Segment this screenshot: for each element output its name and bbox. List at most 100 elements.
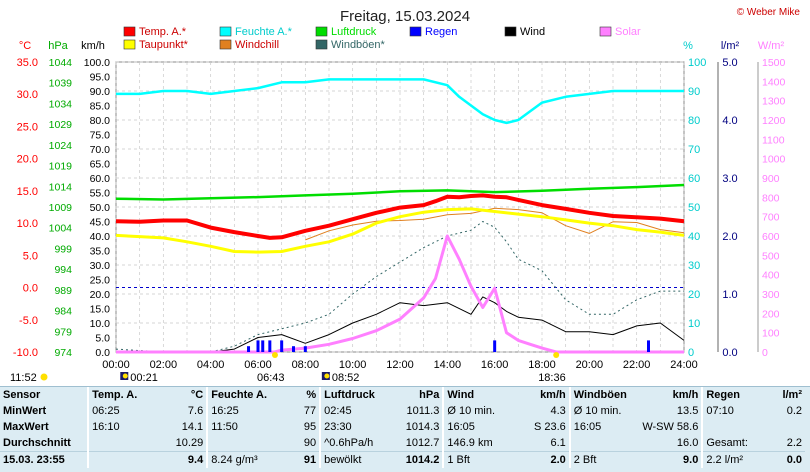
tick-label-solar: 600 — [762, 231, 780, 243]
tick-label-wind: 90.0 — [90, 86, 111, 98]
cell-label: MaxWert — [3, 421, 49, 433]
cell: 1014.2 — [389, 451, 444, 468]
time-label: 11:52 — [10, 372, 37, 384]
cell: 95 — [303, 421, 317, 433]
cell: 77 — [303, 405, 317, 417]
cell: 13.5 — [676, 405, 699, 417]
cell — [568, 435, 636, 452]
cell: 9.4 — [153, 451, 208, 468]
tick-label-pressure: 1009 — [49, 202, 73, 214]
tick-label-rain: 3.0 — [722, 173, 737, 185]
sunset-label: 18:36 — [538, 372, 566, 384]
cell-label: 15.03. 23:55 — [0, 451, 89, 468]
cell: W-SW 58.6 — [642, 421, 699, 433]
tick-label-time: 12:00 — [386, 359, 414, 371]
cell: 16:10 — [87, 419, 154, 435]
tick-label-temp: -10.0 — [13, 347, 38, 359]
tick-label-temp: 35.0 — [17, 57, 38, 69]
cell: bewölkt — [319, 451, 390, 468]
tick-label-time: 20:00 — [576, 359, 604, 371]
tick-label-humidity: 100 — [688, 57, 706, 69]
tick-label-pressure: 994 — [54, 264, 72, 276]
tick-label-wind: 95.0 — [90, 72, 111, 84]
legend-label: Feuchte A.* — [235, 26, 293, 38]
tick-label-temp: 20.0 — [17, 154, 38, 166]
legend-label: Temp. A.* — [139, 26, 187, 38]
series-temp-a — [115, 193, 685, 240]
legend-label: Windchill — [235, 39, 279, 51]
cell: 1011.3 — [406, 405, 440, 417]
tick-label-pressure: 1029 — [49, 119, 73, 131]
cell: 90 — [303, 437, 317, 449]
tick-label-solar: 1500 — [762, 57, 786, 69]
tick-label-solar: 800 — [762, 192, 780, 204]
unit-pressure: hPa — [48, 40, 68, 52]
col-temp: Temp. A. — [87, 387, 154, 403]
rain-bar — [647, 340, 650, 352]
tick-label-pressure: 1019 — [49, 161, 73, 173]
tick-label-time: 02:00 — [150, 359, 178, 371]
tick-label-wind: 35.0 — [90, 246, 111, 258]
cell: 07:10 — [701, 403, 768, 419]
tick-label-pressure: 1004 — [49, 223, 73, 235]
tick-label-solar: 500 — [762, 250, 780, 262]
tick-label-humidity: 50 — [688, 202, 700, 214]
legend-label: Regen — [425, 26, 457, 38]
rain-bar — [247, 346, 251, 352]
cell: ^0.6hPa/h — [319, 435, 390, 452]
tick-label-solar: 1400 — [762, 76, 786, 88]
tick-label-wind: 10.0 — [90, 318, 111, 330]
tick-label-solar: 700 — [762, 212, 780, 224]
sun-icon — [40, 373, 48, 381]
tick-label-humidity: 30 — [688, 260, 700, 272]
legend-label: Luftdruck — [331, 26, 377, 38]
weather-chart: Freitag, 15.03.2024 © Weber Mike °C hPa … — [10, 7, 800, 384]
tick-label-solar: 400 — [762, 270, 780, 282]
tick-label-pressure: 999 — [54, 243, 72, 255]
tick-label-humidity: 80 — [688, 115, 700, 127]
cell: 1 Bft — [442, 451, 509, 468]
rain-bar — [303, 346, 307, 352]
chart-title: Freitag, 15.03.2024 — [340, 8, 470, 25]
table-row-avg: Durchschnitt 10.29 90 ^0.6hPa/h 1012.7 1… — [0, 435, 805, 452]
tick-label-rain: 1.0 — [722, 289, 737, 301]
tick-label-time: 06:00 — [244, 359, 272, 371]
tick-label-humidity: 0 — [688, 347, 694, 359]
cell: 6.1 — [550, 437, 566, 449]
moon-icon — [122, 373, 128, 379]
cell: 2.2 l/m² — [701, 451, 768, 468]
legend-swatch — [504, 26, 517, 37]
cell — [701, 419, 768, 435]
col-humidity-unit: % — [306, 389, 317, 401]
tick-label-pressure: 1034 — [49, 98, 73, 110]
legend-label: Windböen* — [331, 39, 386, 51]
cell: 14.1 — [181, 421, 204, 433]
col-sensor: Sensor — [3, 389, 41, 401]
sunset-icon — [553, 352, 560, 358]
series-luftdruck — [115, 183, 685, 201]
moon-icon — [324, 373, 330, 379]
cell: Ø 10 min. — [442, 403, 509, 419]
cell: 16:25 — [206, 403, 275, 419]
tick-label-wind: 85.0 — [90, 101, 111, 113]
cell: 4.3 — [550, 405, 566, 417]
stats-table: Sensor Temp. A. °C Feuchte A. % Luftdruc… — [0, 387, 805, 468]
cell-label: Durchschnitt — [3, 437, 71, 449]
tick-label-wind: 75.0 — [90, 130, 111, 142]
tick-label-temp: 30.0 — [17, 89, 38, 101]
tick-label-solar: 100 — [762, 328, 780, 340]
cell: Gesamt: — [701, 435, 768, 452]
cell: 1012.7 — [405, 437, 440, 449]
legend-swatch — [599, 26, 612, 37]
cell: 2.2 — [786, 437, 802, 449]
cell: 0.2 — [786, 405, 802, 417]
rain-bar — [256, 340, 260, 352]
cell: S 23.6 — [533, 421, 566, 433]
legend-swatch — [315, 39, 328, 50]
series-windchill — [305, 207, 685, 241]
unit-wind: km/h — [81, 40, 105, 52]
rain-bar — [280, 340, 284, 352]
tick-label-wind: 15.0 — [90, 304, 111, 316]
cell: 9.0 — [635, 451, 703, 468]
cell: 16:05 — [442, 419, 509, 435]
